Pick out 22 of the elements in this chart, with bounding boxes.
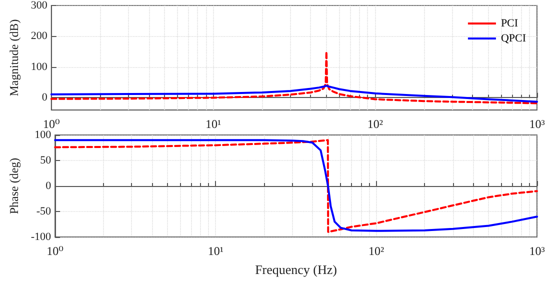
x-tick-label: 10¹ (205, 117, 222, 131)
x-tick-label: 10¹ (208, 244, 224, 258)
x-axis-title: Frequency (Hz) (255, 262, 337, 277)
x-tick-label: 10² (367, 117, 384, 131)
x-tick-label: 10⁰ (46, 244, 64, 258)
x-tick-label: 10³ (529, 244, 546, 258)
y-tick-label: 0 (46, 180, 52, 192)
y-tick-label: -50 (36, 206, 52, 218)
x-tick-label: 10² (368, 244, 385, 258)
y-axis-title: Phase (deg) (7, 158, 21, 214)
y-tick-label: 300 (30, 0, 48, 12)
y-tick-label: 100 (30, 60, 48, 73)
y-tick-label: -100 (30, 231, 52, 243)
y-tick-label: 100 (34, 129, 52, 141)
x-tick-label: 10⁰ (42, 117, 60, 131)
y-tick-label: 50 (40, 154, 52, 166)
legend-label: PCI (500, 18, 518, 30)
x-tick-label: 10³ (529, 117, 546, 131)
y-axis-title: Magnitude (dB) (7, 19, 21, 96)
y-tick-label: 200 (30, 30, 48, 42)
y-tick-label: 0 (42, 92, 48, 104)
legend-label: QPCI (500, 32, 526, 44)
